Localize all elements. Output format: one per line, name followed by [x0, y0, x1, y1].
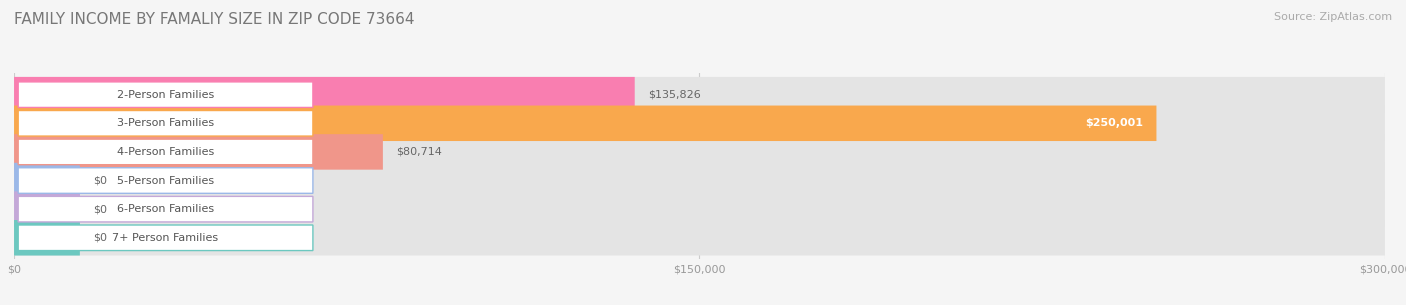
FancyBboxPatch shape: [14, 106, 1385, 141]
FancyBboxPatch shape: [14, 163, 80, 198]
Text: $80,714: $80,714: [396, 147, 443, 157]
Text: 5-Person Families: 5-Person Families: [117, 176, 214, 185]
FancyBboxPatch shape: [14, 192, 80, 227]
Text: 3-Person Families: 3-Person Families: [117, 118, 214, 128]
FancyBboxPatch shape: [18, 82, 314, 107]
FancyBboxPatch shape: [14, 220, 80, 256]
Text: $0: $0: [94, 233, 108, 243]
Text: 4-Person Families: 4-Person Families: [117, 147, 214, 157]
Text: $135,826: $135,826: [648, 90, 702, 100]
Text: $250,001: $250,001: [1085, 118, 1143, 128]
Text: Source: ZipAtlas.com: Source: ZipAtlas.com: [1274, 12, 1392, 22]
FancyBboxPatch shape: [14, 220, 1385, 256]
FancyBboxPatch shape: [14, 106, 1157, 141]
Text: 6-Person Families: 6-Person Families: [117, 204, 214, 214]
FancyBboxPatch shape: [18, 168, 314, 193]
FancyBboxPatch shape: [14, 134, 1385, 170]
FancyBboxPatch shape: [14, 77, 634, 113]
Text: $0: $0: [94, 176, 108, 185]
Text: 7+ Person Families: 7+ Person Families: [112, 233, 218, 243]
FancyBboxPatch shape: [18, 139, 314, 165]
FancyBboxPatch shape: [18, 196, 314, 222]
FancyBboxPatch shape: [14, 192, 1385, 227]
Text: FAMILY INCOME BY FAMALIY SIZE IN ZIP CODE 73664: FAMILY INCOME BY FAMALIY SIZE IN ZIP COD…: [14, 12, 415, 27]
FancyBboxPatch shape: [14, 77, 1385, 113]
FancyBboxPatch shape: [14, 134, 382, 170]
FancyBboxPatch shape: [18, 225, 314, 251]
Text: $0: $0: [94, 204, 108, 214]
FancyBboxPatch shape: [14, 163, 1385, 198]
Text: 2-Person Families: 2-Person Families: [117, 90, 214, 100]
FancyBboxPatch shape: [18, 110, 314, 136]
